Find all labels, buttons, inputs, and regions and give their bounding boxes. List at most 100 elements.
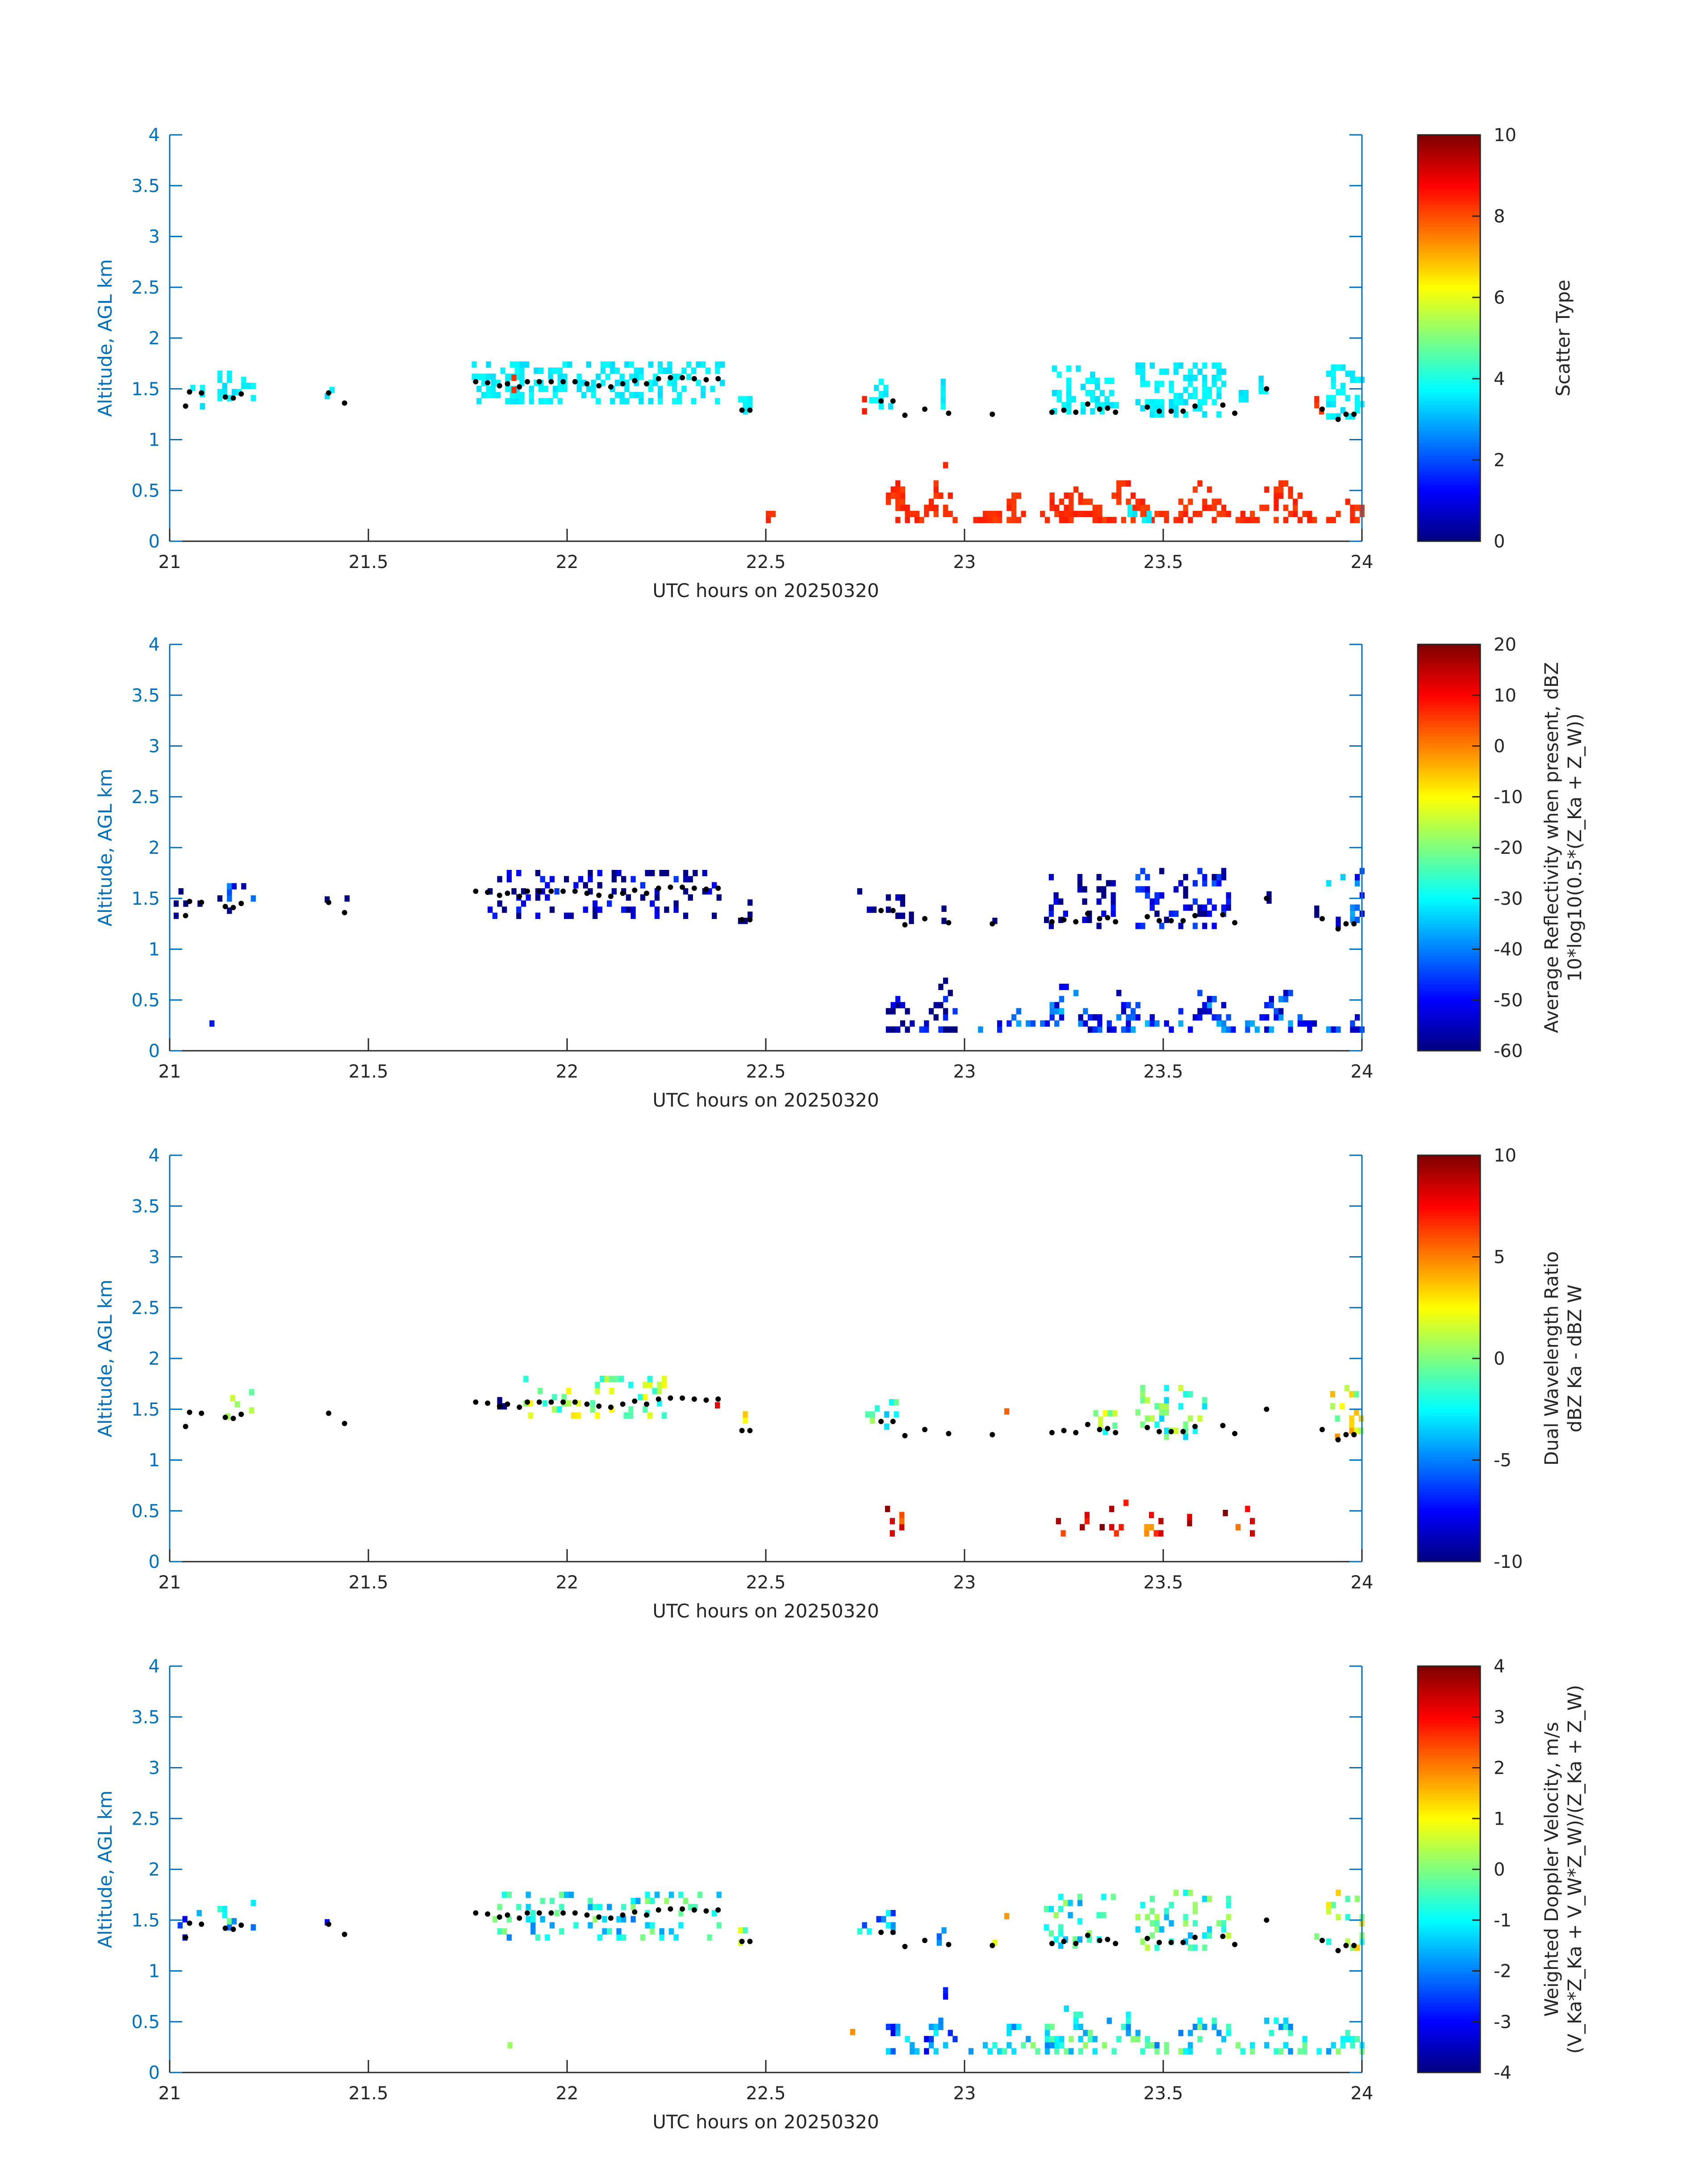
heat-cell (631, 876, 636, 882)
heat-cell (538, 1388, 543, 1395)
colorbar-segment (1418, 471, 1480, 475)
heat-cell (1064, 2048, 1069, 2055)
colorbar-segment (1418, 1549, 1480, 1553)
heat-cell (1173, 1889, 1179, 1896)
heat-cell (885, 2023, 891, 2030)
heat-cell (1188, 380, 1193, 387)
heat-cell (597, 870, 602, 877)
heat-cell (1145, 1415, 1150, 1422)
heat-cell (621, 1934, 626, 1941)
heat-cell (621, 876, 626, 882)
colorbar-segment (1418, 1825, 1480, 1829)
heat-cell (654, 912, 660, 919)
heat-cell (521, 900, 526, 907)
heat-cell (1083, 1020, 1088, 1027)
heat-cell (1259, 505, 1265, 511)
heat-cell (1202, 1932, 1207, 1939)
colorbar-segment (1418, 936, 1480, 940)
heat-cell (596, 373, 601, 380)
heat-cell (1250, 510, 1255, 518)
colorbar-segment (1418, 1193, 1480, 1197)
heat-cell (1355, 505, 1360, 511)
heat-cell (1226, 1932, 1231, 1939)
heat-cell (1040, 510, 1045, 518)
heat-cell (1154, 1403, 1160, 1410)
colorbar-segment (1418, 705, 1480, 708)
heat-cell (1049, 2036, 1055, 2043)
heat-cell (1048, 904, 1054, 911)
heat-cell (654, 1892, 660, 1898)
heat-cell (1058, 1905, 1064, 1913)
layer-marker (1073, 1941, 1079, 1947)
layer-marker (1085, 911, 1090, 916)
heat-cell (1135, 923, 1140, 929)
heat-cell (590, 1406, 595, 1413)
heat-cell (1035, 2048, 1040, 2055)
colorbar-segment (1418, 1723, 1480, 1727)
heat-cell (1159, 892, 1165, 899)
colorbar-segment (1418, 522, 1480, 526)
heat-cell (1154, 380, 1160, 387)
heat-cell (511, 888, 517, 895)
colorbar-segment (1418, 1755, 1480, 1759)
heat-cell (1140, 498, 1145, 505)
layer-marker (632, 1398, 638, 1404)
colorbar-segment (1418, 968, 1480, 972)
heat-cell (173, 912, 179, 919)
heat-cell (1011, 517, 1017, 523)
x-tick-label: 24 (1351, 2083, 1374, 2104)
colorbar-segment (1418, 895, 1480, 899)
heat-cell (1135, 1409, 1140, 1416)
heat-cell (616, 870, 622, 877)
heat-cell (1154, 892, 1160, 899)
heat-cell (1109, 1505, 1115, 1513)
heat-cell (1269, 2030, 1274, 2036)
heat-cell (948, 2030, 953, 2036)
colorbar-segment (1418, 1856, 1480, 1860)
heat-cell (900, 912, 906, 919)
heat-cell (1340, 389, 1346, 395)
colorbar-segment (1418, 1996, 1480, 2000)
colorbar-segment (1418, 1419, 1480, 1422)
heat-cell (928, 2042, 934, 2048)
heat-cell (1173, 517, 1179, 523)
heat-cell (1239, 390, 1244, 397)
heat-cell (1331, 395, 1336, 401)
colorbar-segment (1418, 854, 1480, 858)
colorbar-segment (1418, 217, 1480, 221)
layer-marker (990, 1432, 995, 1437)
colorbar-tick-label: 2 (1494, 450, 1505, 471)
colorbar-segment (1418, 1314, 1480, 1318)
heat-cell (1145, 505, 1150, 511)
colorbar-segment (1418, 1492, 1480, 1496)
heat-cell (933, 486, 939, 493)
colorbar-segment (1418, 1336, 1480, 1340)
heat-cell (610, 368, 615, 374)
heat-cell (1149, 1014, 1155, 1021)
heat-cell (640, 1934, 646, 1941)
heat-cell (686, 361, 692, 368)
heat-cell (1326, 1908, 1332, 1914)
colorbar-segment (1418, 978, 1480, 982)
heat-cell (885, 1026, 891, 1033)
colorbar-tick-label: 10 (1494, 125, 1516, 146)
colorbar-segment (1418, 1168, 1480, 1172)
layer-marker (620, 381, 626, 387)
colorbar-segment (1418, 848, 1480, 851)
layer-marker (620, 1912, 626, 1918)
colorbar-segment (1418, 477, 1480, 481)
colorbar-segment (1418, 1983, 1480, 1987)
heat-cell (1216, 387, 1222, 393)
heat-cell (1307, 1026, 1312, 1033)
heat-cell (1207, 898, 1212, 905)
heat-cell (719, 380, 725, 386)
heat-cell (557, 380, 563, 386)
heat-cell (1169, 1901, 1174, 1908)
colorbar-tick-label: 4 (1494, 369, 1505, 389)
y-tick-label: 1 (149, 1450, 160, 1471)
layer-marker (620, 890, 626, 896)
layer-marker (1113, 1430, 1119, 1436)
heat-cell (1288, 2030, 1293, 2036)
heat-cell (1164, 517, 1169, 523)
colorbar-segment (1418, 1907, 1480, 1911)
